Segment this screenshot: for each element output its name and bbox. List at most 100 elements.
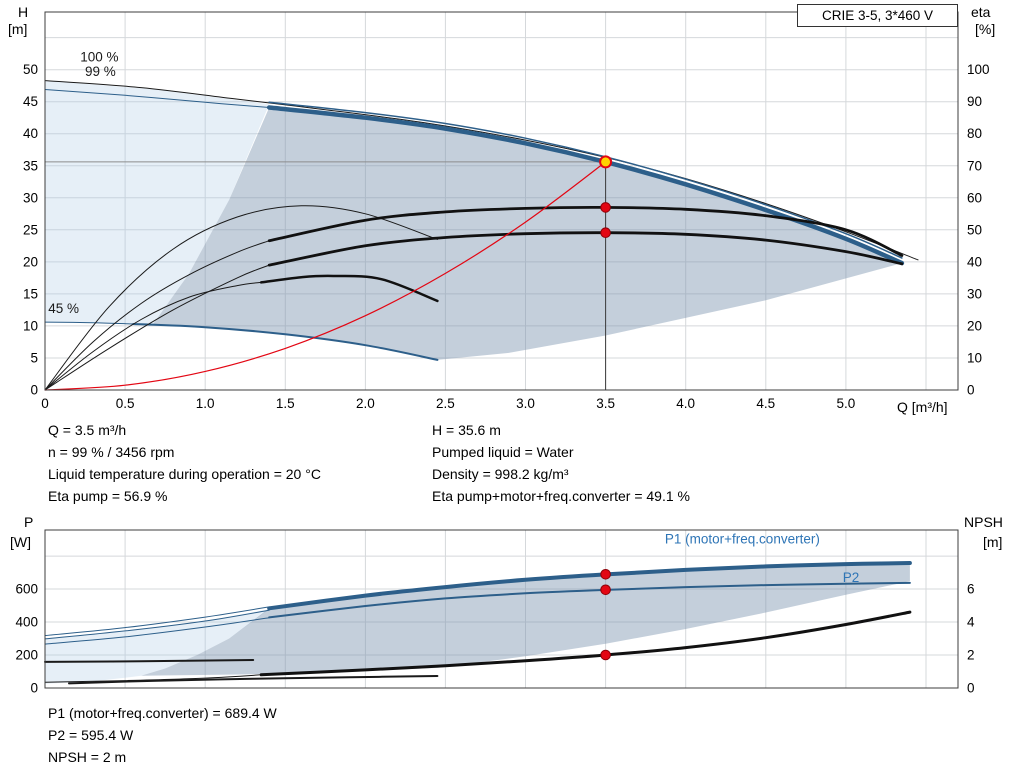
left-tick-label: 0 bbox=[30, 383, 38, 398]
eta-total-ext bbox=[44, 264, 270, 391]
left-tick-label: 25 bbox=[23, 222, 38, 237]
x-tick-label: 3.5 bbox=[596, 396, 615, 411]
h-axis-unit: [m] bbox=[8, 21, 28, 37]
p2-marker bbox=[600, 584, 611, 596]
left-tick-label: 45 bbox=[23, 94, 38, 109]
pump-model-label: CRIE 3-5, 3*460 V bbox=[821, 8, 934, 23]
npsh-marker bbox=[600, 649, 611, 661]
left-tick-label: 200 bbox=[15, 648, 38, 663]
duty-point-marker bbox=[599, 155, 613, 169]
eta-pump-marker bbox=[600, 202, 611, 213]
right-tick-label: 90 bbox=[967, 94, 982, 109]
readout-p2: P2 = 595.4 W bbox=[48, 727, 134, 743]
right-tick-label: 10 bbox=[967, 351, 982, 366]
right-tick-label: 4 bbox=[967, 615, 975, 630]
right-tick-label: 0 bbox=[967, 383, 975, 398]
readout-density: Density = 998.2 kg/m³ bbox=[432, 466, 569, 482]
qh-chart[interactable]: 0 0.5 1.0 1.5 2.0 2.5 3.0 3.5 4.0 4.5 5.0 0 5 10 15 20 2… bbox=[23, 11, 990, 411]
plot-frame bbox=[44, 11, 959, 391]
plot-frame bbox=[44, 529, 959, 689]
p2-ext bbox=[44, 617, 270, 645]
left-tick-label: 35 bbox=[23, 158, 38, 173]
p1-ext-a bbox=[44, 606, 270, 637]
eta-45 bbox=[259, 274, 439, 303]
duty-readout-left: Q = 3.5 m³/h n = 99 % / 3456 rpm Liquid … bbox=[48, 419, 321, 507]
left-tick-label: 10 bbox=[23, 318, 38, 333]
eta-arc-thin bbox=[44, 205, 438, 391]
left-tick-label: 400 bbox=[15, 615, 38, 630]
eta-axis-unit: [%] bbox=[975, 21, 996, 37]
right-tick-label: 60 bbox=[967, 190, 982, 205]
eta-total-marker bbox=[600, 227, 611, 238]
duty-readout-right: H = 35.6 m Pumped liquid = Water Density… bbox=[432, 419, 690, 507]
npsh-axis-unit: [m] bbox=[983, 534, 1003, 550]
p1-marker bbox=[600, 569, 611, 580]
x-tick-label: 2.5 bbox=[436, 396, 455, 411]
eta-axis-name: eta bbox=[971, 4, 991, 20]
right-tick-label: 50 bbox=[967, 222, 982, 237]
pump-curve-45-ext bbox=[44, 321, 134, 325]
left-tick-label: 5 bbox=[30, 351, 38, 366]
right-tick-label: 100 bbox=[967, 62, 990, 77]
x-tick-label: 4.5 bbox=[756, 396, 775, 411]
x-tick-label: 0.5 bbox=[116, 396, 135, 411]
label-100pct: 100 % bbox=[80, 49, 118, 64]
left-tick-label: 20 bbox=[23, 254, 38, 269]
left-tick-label: 30 bbox=[23, 190, 38, 205]
right-tick-label: 2 bbox=[967, 648, 975, 663]
label-99pct: 99 % bbox=[85, 64, 116, 79]
left-tick-label: 0 bbox=[30, 681, 38, 696]
readout-h: H = 35.6 m bbox=[432, 422, 501, 438]
right-tick-label: 20 bbox=[967, 318, 982, 333]
right-tick-label: 0 bbox=[967, 681, 975, 696]
q-axis-label: Q [m³/h] bbox=[897, 399, 948, 415]
label-45pct: 45 % bbox=[48, 301, 79, 316]
p-axis-unit: [W] bbox=[10, 534, 31, 550]
p-aux-flat bbox=[44, 659, 255, 663]
power-envelope-dark bbox=[141, 563, 910, 676]
p2-label: P2 bbox=[843, 570, 860, 585]
envelope-light bbox=[45, 80, 270, 326]
right-tick-label: 6 bbox=[967, 582, 975, 597]
readout-eta-total: Eta pump+motor+freq.converter = 49.1 % bbox=[432, 488, 690, 504]
npsh-axis-name: NPSH bbox=[964, 514, 1003, 530]
readout-p1: P1 (motor+freq.converter) = 689.4 W bbox=[48, 705, 277, 721]
right-tick-label: 80 bbox=[967, 126, 982, 141]
pump-curve-45 bbox=[132, 323, 439, 361]
eta-pump-ext bbox=[44, 240, 270, 391]
x-tick-label: 4.0 bbox=[676, 396, 695, 411]
right-tick-label: 40 bbox=[967, 254, 982, 269]
h-axis-name: H bbox=[18, 4, 29, 20]
left-tick-label: 600 bbox=[15, 582, 38, 597]
x-tick-label: 2.0 bbox=[356, 396, 375, 411]
chart-title-box: CRIE 3-5, 3*460 V bbox=[797, 4, 958, 27]
power-npsh-chart[interactable]: 0 200 400 600 0 2 4 6 P1 (motor+freq.converter) P… bbox=[15, 529, 975, 696]
right-tick-label: 70 bbox=[967, 158, 982, 173]
readout-q: Q = 3.5 m³/h bbox=[48, 422, 127, 438]
x-tick-label: 5.0 bbox=[837, 396, 856, 411]
x-tick-label: 0 bbox=[41, 396, 49, 411]
x-tick-label: 1.0 bbox=[196, 396, 215, 411]
p1-label: P1 (motor+freq.converter) bbox=[665, 531, 820, 546]
readout-liquid: Pumped liquid = Water bbox=[432, 444, 574, 460]
readout-temp: Liquid temperature during operation = 20… bbox=[48, 466, 321, 482]
left-tick-label: 50 bbox=[23, 62, 38, 77]
readout-n: n = 99 % / 3456 rpm bbox=[48, 444, 175, 460]
x-tick-label: 1.5 bbox=[276, 396, 295, 411]
npsh-ext bbox=[44, 674, 262, 683]
affinity-line-red bbox=[44, 161, 607, 391]
right-tick-label: 30 bbox=[967, 286, 982, 301]
p1-ext-b bbox=[44, 609, 270, 640]
p-axis-name: P bbox=[24, 514, 34, 530]
power-envelope-light bbox=[45, 609, 270, 684]
eta-45-ext bbox=[44, 281, 262, 391]
pump-curve-99-ext bbox=[44, 89, 270, 108]
p-aux-low bbox=[68, 675, 439, 685]
x-tick-label: 3.0 bbox=[516, 396, 535, 411]
power-readout: P1 (motor+freq.converter) = 689.4 W P2 =… bbox=[48, 702, 277, 768]
left-tick-label: 40 bbox=[23, 126, 38, 141]
readout-npsh: NPSH = 2 m bbox=[48, 749, 127, 765]
readout-eta-pump: Eta pump = 56.9 % bbox=[48, 488, 168, 504]
